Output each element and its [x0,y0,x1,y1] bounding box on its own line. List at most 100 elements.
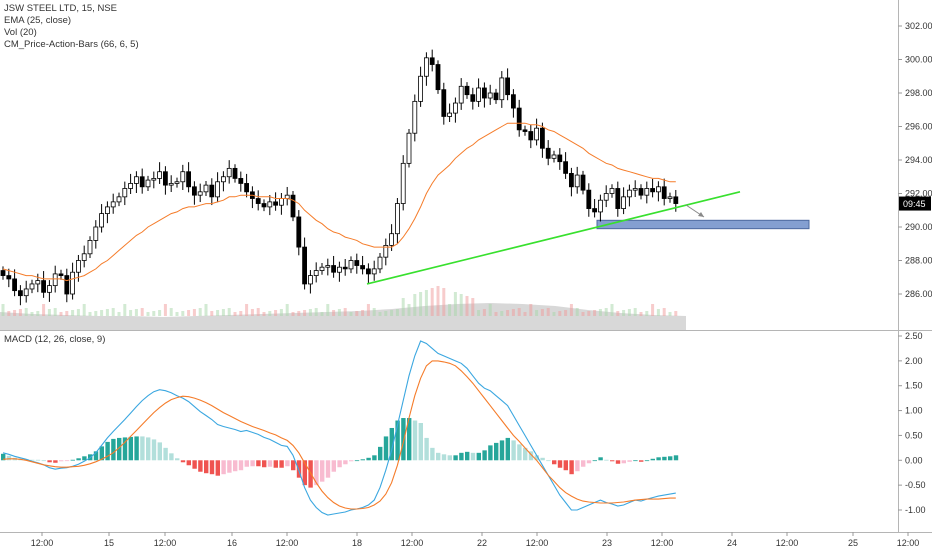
candles-layer [0,49,679,306]
volume-bar [47,309,51,316]
histogram-bar [175,458,180,461]
histogram-bar [523,447,528,461]
candle-body [383,245,389,258]
candle-body [545,147,551,159]
histogram-bar [354,460,360,462]
macd-legend: MACD (12, 26, close, 9) [4,334,106,345]
volume-bar [146,312,150,316]
histogram-bar [151,439,157,461]
volume-bar [175,312,179,316]
volume-bar [245,304,249,316]
histogram-bar [180,460,186,463]
histogram-bar [476,452,481,461]
volume-bar [36,311,40,316]
volume-bar [227,308,231,316]
volume-bar [123,304,127,316]
candle-body [93,226,99,241]
histogram-bar [343,460,348,465]
candle-body [580,174,586,191]
volume-bar [181,311,185,316]
volume-bar [94,311,98,316]
volume-bar [303,310,307,316]
support-zone [596,219,810,230]
current-price-marker [899,196,931,211]
volume-bar [233,312,237,316]
candle-body [447,112,453,117]
macd-tick-label: 2.00 [905,356,923,366]
histogram-bar [639,460,644,462]
volume-bar [558,311,562,316]
histogram-bar [615,460,621,464]
volume-bar [627,309,631,316]
volume-bar [343,308,347,316]
macd-histogram [1,418,679,488]
macd-tick-label: -0.50 [905,480,926,490]
volume-bar [564,310,568,316]
volume-bar [453,292,457,316]
candle-body [481,87,487,99]
candle-body [35,280,41,285]
volume-bar [546,308,550,316]
histogram-bar [621,460,626,464]
candle-body [354,260,360,266]
histogram-bar [209,460,215,475]
volume-bar [30,312,34,316]
candle-body [162,171,168,186]
histogram-bar [604,459,609,461]
volume-bar [204,304,208,316]
volume-bar [401,298,405,316]
volume-bar [7,311,11,316]
volume-bar [163,304,167,316]
histogram-bar [592,460,597,462]
price-tick-label: 296.00 [905,122,932,132]
candle-body [186,171,192,188]
histogram-bar [610,460,615,462]
candle-body [110,201,116,208]
volume-bar [76,309,80,316]
candle-body [534,127,539,141]
candle-body [197,191,203,196]
time-tick-label: 12:00 [526,538,549,548]
volume-bar [535,310,539,316]
volume-bar [82,304,86,316]
candle-body [574,174,580,188]
candle-body [203,184,209,193]
volume-bar [390,310,394,316]
candle-body [476,87,482,102]
volume-bar [459,294,463,316]
time-tick-label: 24 [727,538,737,548]
candle-body [29,283,35,290]
volume-bar [442,288,446,316]
volume-bar [24,308,28,316]
histogram-bar [430,447,435,461]
volume-bar [500,311,504,316]
candle-body [23,288,29,297]
volume-bar [239,311,243,316]
volume-bar [506,310,510,316]
histogram-bar [250,460,255,467]
candle-body [267,201,273,208]
histogram-bar [482,450,487,461]
histogram-bar [320,460,325,482]
candle-body [389,233,395,246]
candle-body [499,77,505,101]
histogram-bar [302,460,307,486]
histogram-bar [447,455,452,461]
price-tick-label: 294.00 [905,155,932,165]
histogram-bar [238,460,244,471]
candle-body [139,176,145,188]
candle-body [105,206,110,214]
volume-bar [326,304,330,316]
histogram-bar [378,446,383,461]
volume-bar [494,312,498,316]
histogram-bar [511,440,516,461]
trendline [366,191,741,285]
price-tick-label: 298.00 [905,88,932,98]
candle-body [191,186,197,196]
candle-body [238,178,244,184]
histogram-bar [650,458,655,461]
histogram-bar [534,455,539,461]
macd-tick-label: 1.50 [905,381,923,391]
candle-body [226,167,232,178]
